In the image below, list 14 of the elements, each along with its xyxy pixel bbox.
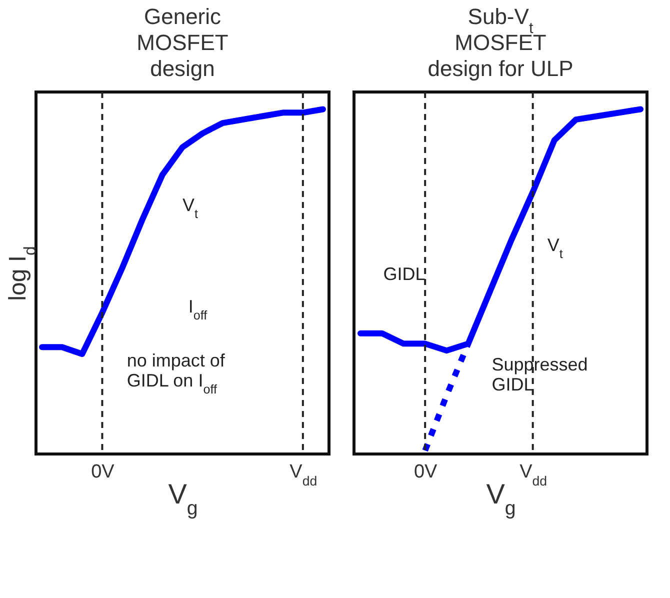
annotation: GIDL <box>383 264 426 284</box>
chart-title: Sub-V$_{t}$ MOSFET design for ULP <box>428 4 574 81</box>
annotation: I$_{off}$ <box>188 296 208 322</box>
x-tick-label: 0V <box>91 462 115 482</box>
annotation: V$_{t}$ <box>182 194 199 221</box>
chart-title: Generic MOSFET design <box>136 4 228 81</box>
x-axis-title: V$_{g}$ <box>168 478 198 520</box>
x-tick-label: 0V <box>414 462 438 482</box>
annotation: V$_{t}$ <box>547 234 564 261</box>
x-tick-label: V$_{dd}$ <box>520 462 548 488</box>
x-axis-title: V$_{g}$ <box>486 478 516 520</box>
annotation: no impact of GIDL on I$_{off}$ <box>126 350 226 397</box>
x-tick-label: V$_{dd}$ <box>290 462 318 488</box>
annotation: Suppressed GIDL <box>492 354 588 394</box>
